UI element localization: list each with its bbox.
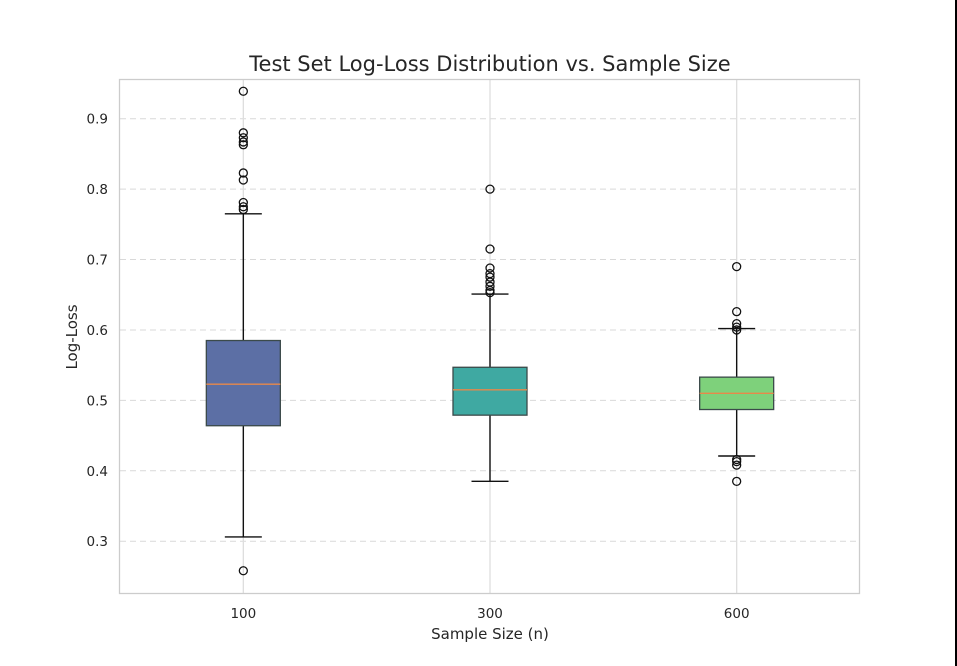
box-group-300 <box>452 184 528 483</box>
outlier-point <box>238 86 248 96</box>
iqr-box <box>205 339 281 427</box>
y-tick-label: 0.3 <box>87 534 108 550</box>
y-tick-label: 0.9 <box>87 112 108 128</box>
box-group-100 <box>205 86 281 576</box>
outlier-point <box>732 460 742 470</box>
y-tick-label: 0.6 <box>87 323 108 339</box>
x-tick-label: 100 <box>230 606 256 622</box>
outlier-point <box>485 281 495 291</box>
y-tick-label: 0.4 <box>87 464 108 480</box>
outlier-point <box>238 137 248 147</box>
outlier-point <box>732 325 742 335</box>
x-axis-label: Sample Size (n) <box>431 625 549 643</box>
outlier-point <box>238 202 248 212</box>
outlier-point <box>238 204 248 215</box>
box-group-600 <box>699 261 775 486</box>
outlier-point <box>238 133 248 143</box>
y-tick-label: 0.8 <box>87 182 108 198</box>
outlier-point <box>732 307 742 317</box>
iqr-box <box>452 366 528 416</box>
outlier-point <box>485 272 495 282</box>
outlier-point <box>732 318 742 329</box>
outlier-point <box>238 175 248 185</box>
outlier-point <box>485 244 495 254</box>
chart-title: Test Set Log-Loss Distribution vs. Sampl… <box>248 52 730 76</box>
tick-layer: 0.3 0.4 0.5 0.6 0.7 0.8 0.9 100 300 600 <box>87 112 750 622</box>
outlier-point <box>238 140 248 150</box>
outlier-point <box>238 168 248 178</box>
outlier-point <box>732 261 742 272</box>
outlier-point <box>485 263 495 273</box>
outlier-point <box>238 566 248 576</box>
plot-frame <box>118 78 861 595</box>
outlier-point <box>732 454 742 465</box>
outlier-point <box>485 184 495 194</box>
outlier-point <box>238 197 248 208</box>
x-tick-label: 600 <box>724 606 750 622</box>
window-edge <box>955 0 957 666</box>
outlier-point <box>732 476 742 486</box>
x-tick-label: 300 <box>477 606 503 622</box>
y-tick-label: 0.5 <box>87 393 108 409</box>
outlier-point <box>485 268 495 279</box>
outlier-point <box>238 128 248 138</box>
outlier-point <box>732 322 742 332</box>
y-tick-label: 0.7 <box>87 253 108 269</box>
y-axis-label: Log-Loss <box>63 304 81 369</box>
box-layer <box>205 86 775 576</box>
